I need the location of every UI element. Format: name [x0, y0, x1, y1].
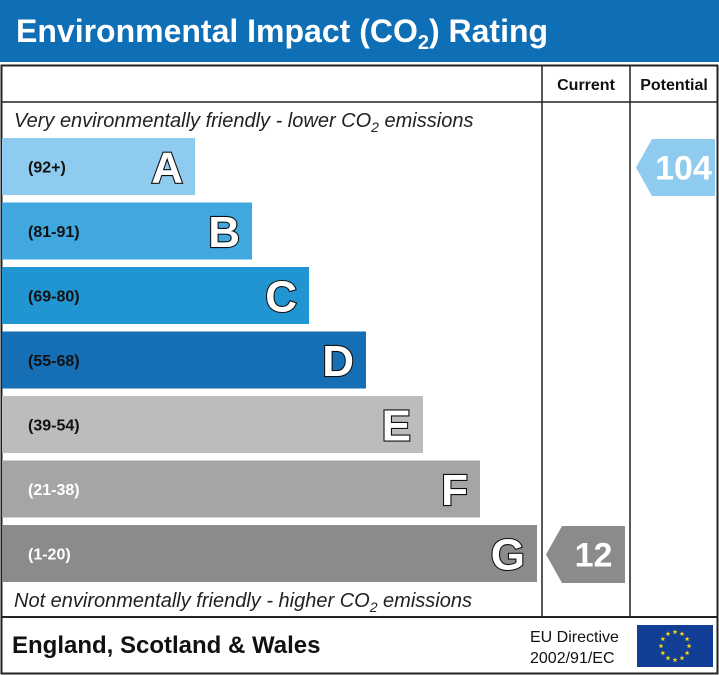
- band-g: (1-20) G: [2, 525, 537, 582]
- band-c-letter: C: [265, 273, 297, 322]
- band-e: (39-54) E: [2, 396, 423, 453]
- eu-flag-star: [684, 636, 690, 642]
- eu-flag-star: [665, 655, 671, 661]
- potential-rating-value: 104: [655, 150, 712, 188]
- eu-flag-star: [672, 629, 678, 635]
- current-column-heading: Current: [557, 77, 615, 94]
- bottom-caption: Not environmentally friendly - higher CO…: [14, 590, 472, 615]
- band-g-bar: [2, 525, 537, 582]
- band-f-letter: F: [441, 466, 468, 515]
- top-caption: Very environmentally friendly - lower CO…: [14, 110, 473, 135]
- eu-flag-star: [684, 650, 690, 656]
- eu-flag-star: [665, 631, 671, 636]
- eu-flag-star: [686, 643, 692, 649]
- band-c-range: (69-80): [28, 289, 80, 306]
- band-f: (21-38) F: [2, 460, 480, 518]
- band-g-range: (1-20): [28, 547, 71, 564]
- eu-flag-star: [679, 655, 685, 661]
- potential-column-heading: Potential: [640, 77, 708, 94]
- current-rating-arrow: [546, 526, 625, 583]
- potential-rating-marker: 104: [636, 139, 715, 196]
- current-rating-marker: 12: [546, 526, 625, 583]
- band-d-bar: [2, 331, 366, 389]
- band-f-range: (21-38): [28, 482, 80, 499]
- title-bar: [0, 0, 719, 62]
- rating-bands: (92+) A (81-91) B (69-80) C (55-68) D (39-54) E (2…: [2, 138, 537, 582]
- band-e-range: (39-54): [28, 418, 80, 435]
- chart-title: Environmental Impact (CO2) Rating: [16, 13, 548, 54]
- band-d: (55-68) D: [2, 331, 366, 389]
- eu-flag-star: [672, 657, 678, 663]
- eu-flag-star: [679, 631, 685, 636]
- band-f-bar: [2, 460, 480, 518]
- band-d-letter: D: [322, 337, 354, 386]
- band-e-bar: [2, 396, 423, 453]
- eu-flag-star: [660, 650, 666, 656]
- band-a: (92+) A: [2, 138, 195, 195]
- band-c: (69-80) C: [2, 267, 309, 324]
- band-b-letter: B: [208, 208, 240, 257]
- band-e-letter: E: [382, 402, 411, 451]
- band-c-bar: [2, 267, 309, 324]
- band-d-range: (55-68): [28, 353, 80, 370]
- eu-flag-icon: [637, 625, 713, 667]
- band-a-letter: A: [151, 144, 183, 193]
- eu-flag-star: [658, 643, 664, 649]
- eu-directive-number: 2002/91/EC: [530, 650, 615, 667]
- band-b-bar: [2, 202, 252, 260]
- eu-directive-label: EU Directive: [530, 629, 619, 646]
- region-label: England, Scotland & Wales: [12, 632, 320, 659]
- band-a-bar: [2, 138, 195, 195]
- potential-rating-arrow: [636, 139, 715, 196]
- current-rating-value: 12: [575, 537, 613, 575]
- band-b-range: (81-91): [28, 224, 80, 241]
- eu-flag-star: [660, 636, 666, 642]
- band-a-range: (92+): [28, 160, 66, 177]
- rating-markers: 12 104: [546, 139, 715, 583]
- band-g-letter: G: [491, 531, 525, 580]
- chart-frame: [0, 64, 719, 675]
- band-b: (81-91) B: [2, 202, 252, 260]
